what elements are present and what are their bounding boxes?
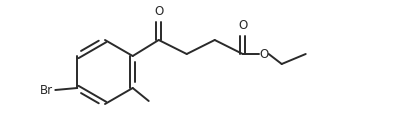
Text: O: O: [238, 19, 247, 32]
Text: O: O: [259, 47, 268, 60]
Text: Br: Br: [40, 83, 53, 96]
Text: O: O: [154, 5, 163, 18]
